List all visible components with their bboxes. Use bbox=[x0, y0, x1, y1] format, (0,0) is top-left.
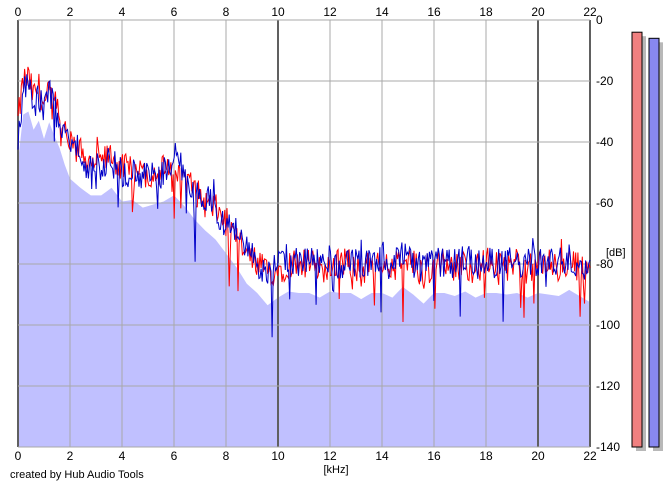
x-tick-label-top: 20 bbox=[531, 5, 545, 19]
x-tick-label-bottom: 8 bbox=[223, 449, 230, 463]
x-axis-label: [kHz] bbox=[323, 464, 348, 476]
y-tick-label: 0 bbox=[596, 13, 603, 27]
y-tick-label: -40 bbox=[596, 135, 614, 149]
right-channel-spectrum-line bbox=[17, 74, 591, 338]
y-tick-label: -20 bbox=[596, 74, 614, 88]
credit-text: created by Hub Audio Tools bbox=[10, 469, 144, 481]
x-tick-label-bottom: 6 bbox=[171, 449, 178, 463]
x-tick-label-top: 6 bbox=[171, 5, 178, 19]
x-tick-label-top: 12 bbox=[323, 5, 337, 19]
y-tick-label: -60 bbox=[596, 196, 614, 210]
x-tick-label-bottom: 2 bbox=[67, 449, 74, 463]
level-meter-left bbox=[631, 31, 643, 448]
x-tick-label-top: 0 bbox=[15, 5, 22, 19]
spectrum-fill-area bbox=[18, 111, 590, 447]
x-tick-label-top: 10 bbox=[271, 5, 285, 19]
x-tick-label-top: 22 bbox=[583, 5, 597, 19]
y-tick-label: -120 bbox=[596, 379, 620, 393]
x-tick-label-bottom: 10 bbox=[271, 449, 285, 463]
y-tick-label: -140 bbox=[596, 440, 620, 454]
x-tick-label-bottom: 12 bbox=[323, 449, 337, 463]
x-tick-label-top: 8 bbox=[223, 5, 230, 19]
y-tick-label: -100 bbox=[596, 318, 620, 332]
x-tick-label-bottom: 18 bbox=[479, 449, 493, 463]
level-meter-right bbox=[648, 37, 660, 448]
x-tick-label-top: 2 bbox=[67, 5, 74, 19]
x-tick-label-top: 18 bbox=[479, 5, 493, 19]
y-tick-label: -80 bbox=[596, 257, 614, 271]
level-meters bbox=[631, 31, 663, 452]
left-channel-spectrum-line bbox=[17, 66, 591, 323]
y-tick-labels: 0 -20 -40 -60 -80 -100 -120 -140 bbox=[596, 13, 620, 454]
x-tick-labels-top: 0 2 4 6 8 10 12 14 16 18 20 22 bbox=[15, 5, 597, 19]
x-tick-label-top: 4 bbox=[119, 5, 126, 19]
grid-lines bbox=[17, 19, 591, 448]
x-tick-label-top: 16 bbox=[427, 5, 441, 19]
x-tick-label-bottom: 16 bbox=[427, 449, 441, 463]
x-tick-label-top: 14 bbox=[375, 5, 389, 19]
x-tick-labels-bottom: 0 2 4 6 8 10 12 14 16 18 20 22 bbox=[15, 449, 597, 463]
y-axis-label: [dB] bbox=[606, 247, 626, 259]
x-tick-label-bottom: 0 bbox=[15, 449, 22, 463]
x-tick-label-bottom: 22 bbox=[583, 449, 597, 463]
x-tick-label-bottom: 14 bbox=[375, 449, 389, 463]
x-tick-label-bottom: 4 bbox=[119, 449, 126, 463]
x-tick-label-bottom: 20 bbox=[531, 449, 545, 463]
